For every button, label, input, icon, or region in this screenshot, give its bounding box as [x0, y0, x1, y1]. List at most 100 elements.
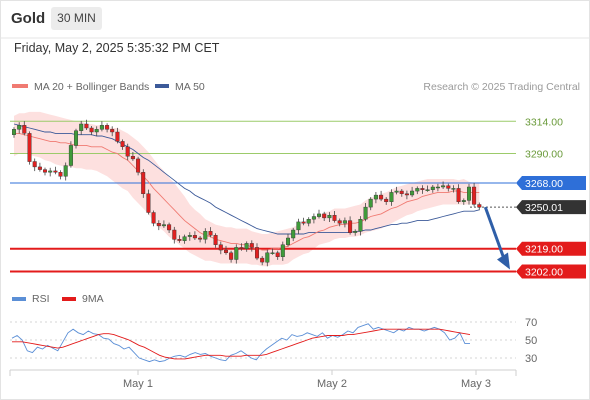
bollinger-band-area: [14, 111, 480, 267]
candle-body: [94, 129, 99, 133]
candle-body: [472, 186, 477, 205]
x-axis: May 1 May 2 May 3: [9, 369, 517, 390]
x-axis-tick-label: May 3: [461, 378, 491, 390]
candle-body: [461, 200, 466, 202]
candle-body: [239, 247, 244, 249]
candle-body: [177, 239, 182, 241]
candle-body: [348, 220, 353, 233]
bollinger-band-layer: [14, 111, 480, 267]
price-level-tag: [516, 241, 586, 256]
ma20-swatch: [12, 84, 28, 88]
candle-body: [167, 224, 172, 231]
candle-body: [327, 214, 332, 219]
candle-body: [32, 161, 37, 168]
candle-body: [353, 231, 358, 233]
candle-body: [373, 194, 378, 200]
candle-body: [223, 249, 228, 254]
x-axis-tick-label: May 2: [317, 378, 347, 390]
candle-body: [296, 221, 301, 231]
candle-body: [89, 127, 94, 133]
candle-body: [435, 186, 440, 189]
candle-body: [48, 170, 53, 173]
candle-body: [332, 214, 337, 221]
candle-body: [125, 146, 130, 157]
candle-body: [404, 193, 409, 196]
candle-body: [337, 220, 342, 224]
ma20-legend-label: MA 20 + Bollinger Bands: [34, 81, 149, 93]
candle-body: [415, 188, 420, 192]
candle-body: [136, 158, 141, 173]
resistance-level-label: 3290.00: [525, 149, 563, 161]
candle-body: [291, 229, 296, 239]
rsi-panel: 70 50 30: [10, 317, 537, 365]
price-level-tag: [516, 176, 586, 190]
candle-body: [146, 193, 151, 213]
candle-body: [213, 235, 218, 245]
candle-body: [187, 235, 192, 237]
price-level-tag-label: 3250.01: [525, 202, 563, 214]
timeframe-button[interactable]: 30 MIN: [51, 7, 102, 30]
candle-body: [68, 145, 73, 166]
candle-body: [322, 213, 327, 219]
candle-body: [151, 212, 156, 224]
price-level-tag: [516, 200, 586, 215]
candle-body: [73, 130, 78, 146]
candle-body: [420, 188, 425, 190]
price-level-tag-label: 3219.00: [525, 244, 563, 256]
candle-body: [275, 252, 280, 258]
candle-body: [249, 243, 254, 248]
rsi-tick-label: 30: [525, 353, 537, 365]
price-tags-layer: 3314.00 3290.00 3268.00 3250.01 3219.00 3202.…: [516, 116, 586, 279]
candle-body: [130, 155, 135, 160]
candle-body: [22, 125, 27, 134]
rsi-tick-label: 50: [525, 335, 537, 347]
resistance-level-label: 3314.00: [525, 116, 563, 128]
candle-body: [37, 166, 42, 170]
candle-body: [446, 185, 451, 189]
candle-body: [182, 236, 187, 241]
price-level-tag-label: 3202.00: [525, 267, 563, 279]
candle-body: [192, 235, 197, 239]
candle-body: [430, 186, 435, 190]
candle-body: [53, 170, 58, 173]
candle-body: [265, 252, 270, 263]
candle-body: [306, 218, 311, 224]
candle-body: [301, 221, 306, 224]
candle-body: [394, 190, 399, 193]
candle-body: [105, 125, 110, 130]
candle-body: [218, 244, 223, 251]
candle-body: [244, 243, 249, 249]
candle-body: [260, 257, 265, 263]
candle-body: [311, 216, 316, 220]
rsi-legend-label: RSI: [32, 293, 50, 305]
candle-body: [456, 188, 461, 202]
rsi-swatch: [12, 297, 26, 301]
candle-body: [477, 204, 482, 208]
candle-body: [254, 247, 259, 259]
forecast-arrow-head: [497, 252, 510, 270]
candle-body: [389, 192, 394, 202]
price-levels-layer: [10, 120, 516, 273]
rsi-tick-label: 70: [525, 317, 537, 329]
forecast-arrow-shaft: [483, 206, 507, 263]
candle-body: [467, 186, 472, 201]
candle-body: [384, 198, 389, 203]
candle-body: [425, 189, 430, 191]
candle-body: [368, 198, 373, 208]
rsi-ma9-line: [12, 328, 471, 360]
rsi-legend: RSI 9MA: [12, 293, 104, 305]
candle-body: [363, 206, 368, 220]
candle-body: [172, 229, 177, 240]
candle-body: [11, 129, 16, 135]
candle-body: [63, 165, 68, 177]
ma50-swatch: [155, 84, 169, 88]
candle-body: [399, 190, 404, 194]
candle-body: [441, 185, 446, 188]
header-bar: Gold 30 MIN: [0, 0, 590, 38]
candle-body: [229, 252, 234, 260]
candle-body: [198, 237, 203, 240]
ma50-legend-label: MA 50: [175, 81, 205, 93]
price-level-tag-label: 3268.00: [525, 178, 563, 190]
ma9-legend-label: 9MA: [82, 293, 104, 305]
